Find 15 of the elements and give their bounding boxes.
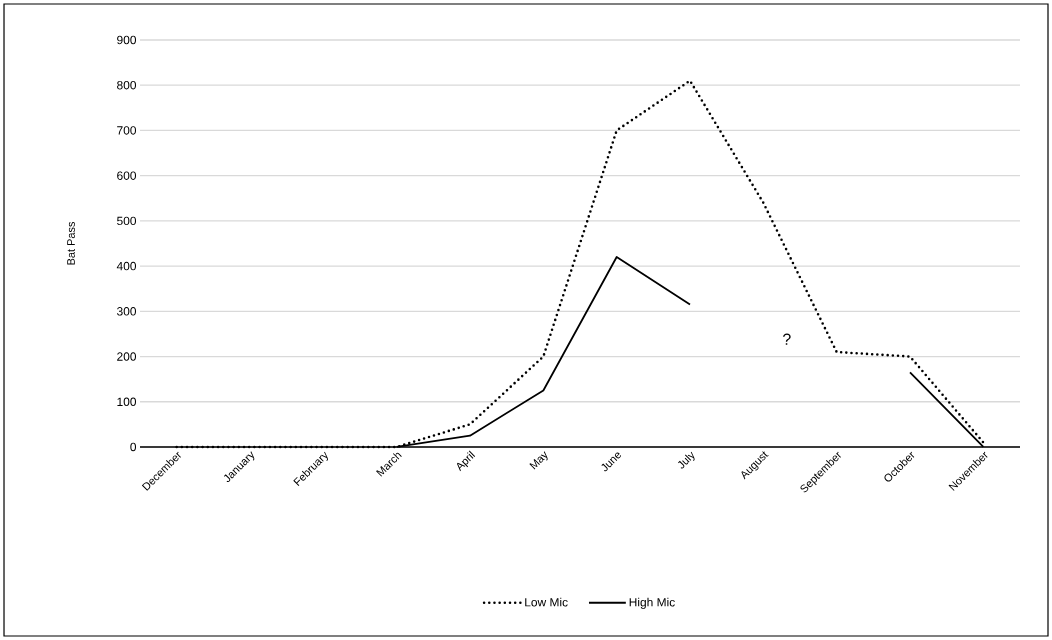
y-tick-label: 600 [117,171,137,180]
y-tick-label: 900 [117,35,137,45]
y-tick-label: 300 [117,307,137,316]
legend-label: Low Mic [525,597,568,607]
annotation: ? [783,333,791,345]
y-tick-label: 700 [117,126,137,135]
y-tick-label: 800 [117,80,137,90]
y-axis-title: Bat Pass [67,221,75,265]
y-tick-label: 0 [130,442,137,452]
y-tick-label: 200 [117,352,137,361]
y-tick-label: 500 [117,216,137,226]
y-tick-label: 100 [117,397,137,406]
y-tick-label: 400 [116,261,137,271]
x-tick-label: July [678,451,695,469]
legend-label: High Mic [629,597,675,609]
